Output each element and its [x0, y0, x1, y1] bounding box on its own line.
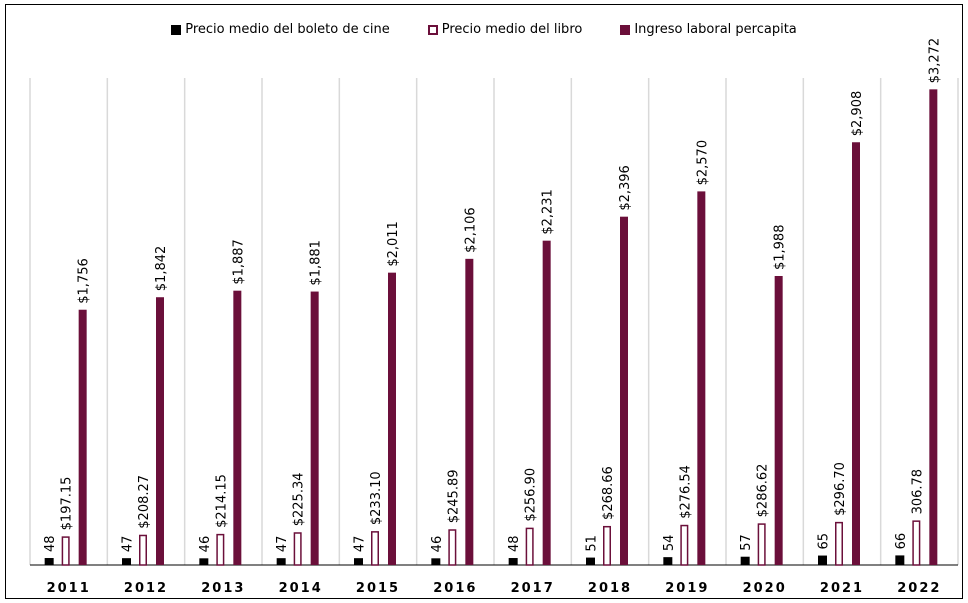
legend-swatch-cine: [171, 24, 182, 35]
data-label: $2,106: [463, 207, 478, 253]
x-tick-label: 2020: [743, 581, 787, 596]
legend: Precio medio del boleto de cine Precio m…: [0, 22, 968, 37]
x-tick-label: 2019: [665, 581, 709, 596]
data-label: $2,570: [695, 140, 710, 186]
x-tick-label: 2021: [820, 581, 864, 596]
bar-cine: [586, 557, 595, 565]
bar-ingreso: [233, 290, 242, 565]
bar-libro: [139, 534, 147, 566]
data-label: $245.89: [446, 469, 461, 523]
data-label: 48: [43, 535, 58, 552]
legend-item-libro: Precio medio del libro: [427, 22, 583, 37]
legend-swatch-ingreso: [620, 24, 631, 35]
x-tick-label: 2011: [47, 581, 91, 596]
bar-cine: [354, 558, 363, 565]
data-label: $1,887: [231, 239, 246, 284]
bar-ingreso: [156, 297, 164, 565]
data-label: $2,908: [850, 91, 865, 137]
data-label: $1,842: [154, 246, 169, 292]
x-tick-label: 2013: [201, 581, 245, 596]
x-tick-label: 2017: [511, 581, 555, 596]
bar-cine: [740, 556, 750, 565]
bar-cine: [508, 558, 518, 565]
legend-item-ingreso: Ingreso laboral percapita: [620, 22, 797, 37]
data-label: 51: [585, 535, 600, 552]
x-tick-label: 2015: [356, 581, 400, 596]
bar-ingreso: [774, 275, 783, 565]
data-label: 66: [894, 533, 909, 550]
data-label: 48: [507, 535, 522, 552]
bar-cine: [44, 558, 54, 565]
data-label: $197.15: [60, 477, 75, 531]
data-label: 57: [739, 534, 754, 551]
x-tick-label: 2016: [433, 581, 477, 596]
data-label: $1,988: [773, 224, 788, 270]
bar-libro: [912, 520, 921, 566]
data-label: $233.10: [369, 471, 384, 525]
bar-libro: [61, 536, 70, 566]
bar-libro: [448, 529, 457, 566]
legend-item-cine: Precio medio del boleto de cine: [171, 22, 390, 37]
bar-ingreso: [465, 258, 474, 565]
data-label: $286.62: [756, 464, 771, 518]
data-label: 46: [430, 536, 445, 553]
bar-ingreso: [929, 89, 938, 565]
bar-cine: [431, 558, 441, 565]
data-label: 65: [817, 533, 832, 550]
data-label: 47: [353, 536, 368, 553]
data-label: 306.78: [910, 469, 925, 515]
legend-label-ingreso: Ingreso laboral percapita: [634, 22, 797, 37]
data-label: $276.54: [678, 465, 693, 519]
data-label: $268.66: [601, 466, 616, 520]
bar-cine: [818, 555, 827, 565]
data-label: $214.15: [214, 474, 229, 528]
legend-label-cine: Precio medio del boleto de cine: [185, 22, 390, 37]
data-label: $2,231: [541, 189, 556, 235]
bar-ingreso: [542, 240, 551, 565]
bar-libro: [525, 527, 534, 566]
data-label: $1,756: [77, 258, 92, 304]
bar-ingreso: [852, 142, 860, 565]
legend-label-libro: Precio medio del libro: [441, 22, 583, 37]
bar-libro: [371, 531, 379, 566]
data-label: 47: [121, 536, 136, 553]
data-label: $225.34: [292, 472, 307, 526]
bar-libro: [216, 533, 225, 566]
bar-libro: [603, 525, 611, 566]
bar-ingreso: [697, 191, 706, 565]
data-label: 54: [662, 535, 677, 552]
x-tick-label: 2012: [124, 581, 168, 596]
data-label: $296.70: [833, 462, 848, 516]
data-label: $256.90: [524, 468, 539, 522]
bar-cine: [199, 558, 209, 565]
data-label: 46: [198, 536, 213, 553]
bar-libro: [835, 521, 843, 566]
bar-cine: [276, 558, 286, 565]
bar-ingreso: [620, 216, 628, 565]
data-label: $208.27: [137, 475, 152, 529]
x-tick-label: 2022: [897, 581, 941, 596]
data-label: $2,396: [618, 165, 633, 211]
x-tick-label: 2014: [279, 581, 323, 596]
data-label: $1,881: [309, 240, 324, 286]
data-label: $3,272: [927, 38, 942, 84]
bar-cine: [663, 557, 673, 565]
bar-cine: [895, 555, 905, 565]
bar-ingreso: [388, 272, 396, 565]
bar-libro: [293, 532, 302, 566]
bar-ingreso: [310, 291, 319, 565]
bar-libro: [680, 524, 689, 566]
bar-libro: [757, 523, 766, 566]
data-label: 47: [275, 536, 290, 553]
legend-swatch-libro: [427, 24, 438, 35]
data-label: $2,011: [386, 221, 401, 267]
x-tick-label: 2018: [588, 581, 632, 596]
bar-cine: [122, 558, 131, 565]
bar-ingreso: [78, 309, 87, 565]
